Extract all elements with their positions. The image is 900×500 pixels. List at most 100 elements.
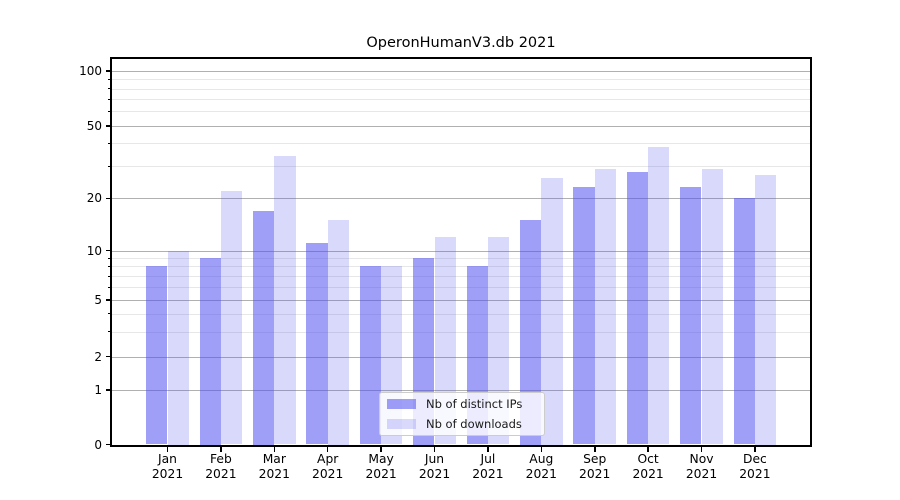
y-tick-1 [106, 389, 110, 391]
y-tick-label-50: 50 [86, 118, 102, 133]
x-tick-jul-2021 [487, 447, 489, 452]
legend-label-distinct-ips: Nb of distinct IPs [426, 397, 523, 411]
bar-downloads-apr-2021 [327, 220, 350, 445]
y-minor-tick-80 [107, 88, 110, 90]
gridline-major-50 [112, 125, 810, 127]
y-minor-tick-40 [107, 142, 110, 144]
x-tick-aug-2021 [540, 447, 542, 452]
bar-distinct-ips-apr-2021 [306, 243, 328, 445]
bar-distinct-ips-jan-2021 [146, 266, 168, 445]
y-tick-label-10: 10 [86, 243, 102, 258]
gridline-minor-30 [112, 166, 810, 168]
x-tick-label-may-2021: May 2021 [365, 452, 397, 481]
x-tick-label-jul-2021: Jul 2021 [472, 452, 504, 481]
bar-downloads-oct-2021 [648, 147, 670, 445]
gridline-minor-90 [112, 79, 810, 81]
x-tick-nov-2021 [700, 447, 703, 452]
gridline-major-100 [112, 71, 810, 72]
y-tick-label-5: 5 [94, 293, 102, 307]
bar-distinct-ips-sep-2021 [573, 187, 595, 445]
legend-swatch-downloads-icon [387, 419, 416, 429]
y-tick-label-100: 100 [79, 64, 102, 78]
gridline-major-5 [112, 300, 810, 301]
y-tick-label-20: 20 [86, 191, 102, 206]
y-tick-label-0: 0 [94, 437, 102, 452]
bar-distinct-ips-mar-2021 [252, 210, 275, 445]
bar-downloads-nov-2021 [701, 168, 723, 445]
x-tick-label-dec-2021: Dec 2021 [739, 452, 771, 481]
gridline-minor-40 [112, 143, 810, 145]
gridline-minor-70 [112, 99, 810, 101]
gridline-major-1 [112, 390, 810, 391]
x-tick-label-jan-2021: Jan 2021 [151, 452, 184, 481]
y-tick-0 [106, 443, 110, 446]
bar-distinct-ips-feb-2021 [199, 258, 221, 445]
legend-item-distinct-ips: Nb of distinct IPs [387, 396, 537, 413]
x-tick-jun-2021 [433, 447, 436, 452]
bar-downloads-sep-2021 [594, 168, 617, 445]
x-tick-feb-2021 [220, 447, 222, 452]
y-minor-tick-60 [107, 110, 110, 112]
x-tick-label-aug-2021: Aug 2021 [525, 452, 557, 481]
x-tick-oct-2021 [647, 447, 649, 452]
gridline-minor-9 [112, 258, 810, 259]
y-minor-tick-90 [107, 78, 110, 80]
x-tick-label-oct-2021: Oct 2021 [632, 452, 664, 481]
x-tick-mar-2021 [273, 447, 276, 452]
x-tick-sep-2021 [594, 447, 596, 452]
bar-downloads-jan-2021 [167, 250, 189, 445]
y-tick-label-2: 2 [94, 349, 102, 364]
y-tick-10 [106, 249, 110, 252]
x-tick-jan-2021 [166, 447, 169, 452]
legend-swatch-distinct-ips-icon [387, 399, 416, 409]
gridline-minor-4 [112, 313, 810, 315]
gridline-minor-3 [112, 331, 810, 333]
gridline-minor-8 [112, 266, 810, 268]
gridline-major-2 [112, 356, 810, 358]
y-minor-tick-7 [107, 275, 110, 277]
gridline-minor-7 [112, 276, 810, 277]
plot-area [110, 57, 812, 447]
bar-downloads-aug-2021 [541, 177, 563, 445]
bar-downloads-feb-2021 [220, 190, 243, 445]
gridline-minor-6 [112, 287, 810, 288]
y-tick-5 [106, 299, 110, 301]
gridline-minor-60 [112, 111, 810, 113]
gridline-major-20 [112, 198, 810, 200]
y-minor-tick-4 [107, 313, 110, 315]
bar-distinct-ips-may-2021 [359, 266, 382, 445]
legend-item-downloads: Nb of downloads [387, 416, 537, 433]
x-tick-label-jun-2021: Jun 2021 [418, 452, 451, 481]
x-tick-dec-2021 [754, 447, 756, 452]
y-tick-label-1: 1 [94, 383, 102, 397]
y-minor-tick-3 [107, 331, 110, 333]
x-tick-label-feb-2021: Feb 2021 [205, 452, 237, 481]
x-tick-label-mar-2021: Mar 2021 [258, 452, 290, 481]
y-tick-2 [106, 355, 110, 358]
y-minor-tick-70 [107, 98, 110, 100]
y-minor-tick-8 [107, 265, 110, 267]
x-tick-apr-2021 [326, 447, 329, 452]
y-tick-20 [106, 197, 110, 200]
y-minor-tick-30 [107, 165, 110, 167]
legend-label-downloads: Nb of downloads [426, 417, 522, 431]
gridline-minor-80 [112, 88, 810, 90]
y-tick-50 [106, 125, 110, 127]
y-minor-tick-9 [107, 257, 110, 259]
bar-downloads-mar-2021 [274, 156, 296, 445]
x-tick-label-nov-2021: Nov 2021 [685, 452, 718, 481]
y-tick-100 [106, 70, 110, 72]
x-tick-label-sep-2021: Sep 2021 [579, 452, 611, 481]
bar-distinct-ips-oct-2021 [626, 171, 649, 445]
bar-downloads-dec-2021 [754, 174, 777, 445]
bar-distinct-ips-aug-2021 [519, 220, 542, 445]
bar-distinct-ips-dec-2021 [733, 198, 755, 445]
chart-title: OperonHumanV3.db 2021 [366, 35, 556, 51]
x-tick-label-apr-2021: Apr 2021 [312, 452, 344, 481]
legend: Nb of distinct IPs Nb of downloads [379, 392, 545, 436]
y-minor-tick-6 [107, 286, 110, 288]
x-tick-may-2021 [380, 447, 382, 452]
bar-distinct-ips-nov-2021 [680, 187, 702, 445]
gridline-major-10 [112, 250, 810, 252]
